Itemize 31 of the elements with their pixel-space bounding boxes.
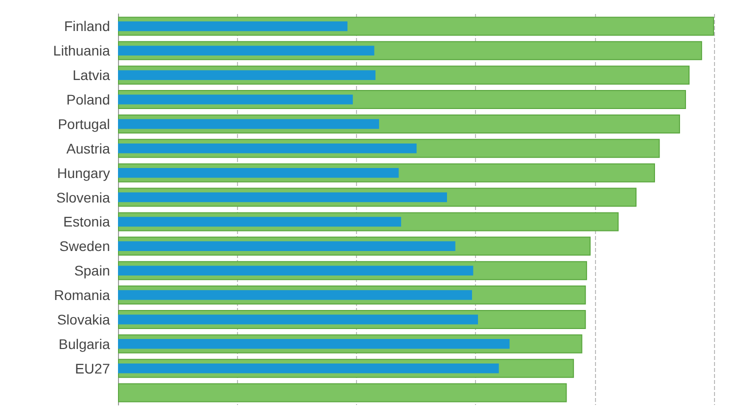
y-tick-label: Slovenia (56, 189, 110, 206)
y-tick-label: Spain (74, 262, 110, 279)
bar (118, 383, 567, 402)
y-tick-label: Estonia (63, 214, 110, 230)
y-tick-label: Lithuania (53, 42, 110, 59)
bar (118, 144, 417, 154)
bar (118, 216, 402, 227)
bar (118, 290, 472, 300)
y-tick-label: EU27 (74, 360, 110, 376)
bar (118, 314, 478, 324)
bar (118, 339, 510, 349)
bar (118, 168, 399, 178)
y-tick-label: Sweden (59, 238, 110, 254)
bar (118, 363, 499, 374)
bar (118, 119, 380, 129)
y-tick-label: Bulgaria (58, 336, 110, 352)
bar (118, 21, 348, 32)
bar (118, 266, 474, 276)
y-tick-label: Poland (66, 92, 110, 108)
bar (118, 241, 456, 252)
y-tick-label: Finland (64, 18, 110, 34)
bar (118, 46, 374, 56)
bar (118, 70, 376, 80)
y-tick-label: Portugal (58, 116, 110, 132)
bar (118, 94, 353, 104)
y-tick-label: Hungary (57, 164, 110, 181)
y-tick-label: Slovakia (57, 311, 110, 328)
y-tick-label: Romania (54, 287, 110, 304)
y-tick-label: Austria (66, 140, 110, 156)
bar (118, 192, 447, 202)
y-tick-label: Latvia (72, 67, 110, 84)
